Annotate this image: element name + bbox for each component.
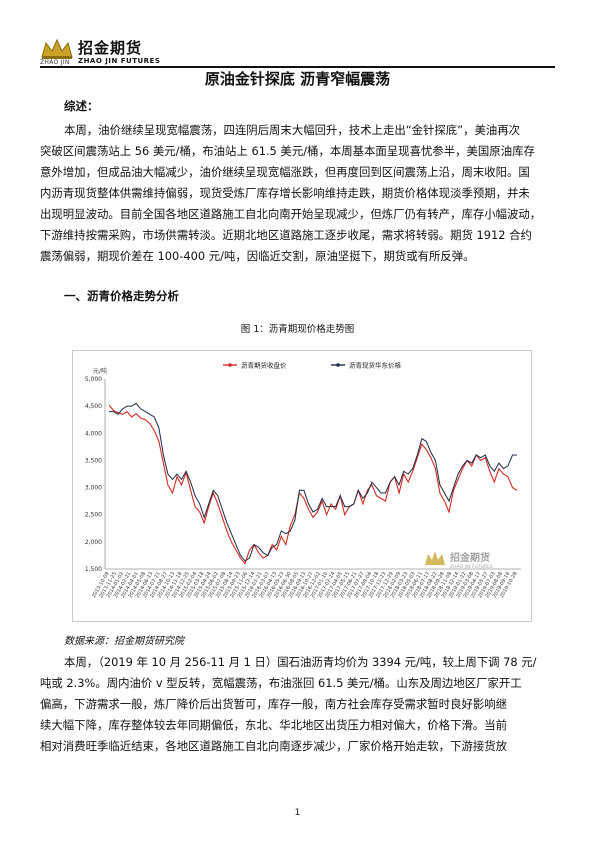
company-name-cn: 招金期货	[78, 39, 143, 57]
price-trend-chart: 元/吨 1,500 2,000 2,500 3,000 3,500 4,000 4,500 5,…	[72, 350, 532, 622]
legend-label: 沥青期货收盘价	[241, 361, 287, 370]
y-tick-label: 5,000	[85, 376, 102, 383]
company-logo: 招金期货 ZHAO JIN ZHAO JIN FUTURES	[40, 35, 190, 69]
y-axis-unit-label: 元/吨	[93, 367, 107, 375]
figure-caption: 图 1：沥青期现价格走势图	[240, 324, 355, 335]
legend-label: 沥青现货华东价格	[349, 361, 402, 370]
summary-line: 震荡偏弱，期现价差在 100-400 元/吨，因临近交割，原油坚挺下，期货或有所…	[40, 249, 475, 263]
legend-marker	[228, 363, 232, 367]
y-tick-label: 2,500	[85, 512, 102, 519]
y-tick-label: 3,500	[85, 457, 102, 464]
summary-line: 突破区间震荡站上 56 美元/桶，布油站上 61.5 美元/桶，本周基本面呈现喜…	[40, 144, 535, 158]
section-heading-price-analysis: 一、沥青价格走势分析	[64, 289, 179, 303]
summary-line: 内沥青现货整体供需维持偏弱，现货受炼厂库存增长影响维持走跌，期货价格体现淡季预期…	[40, 186, 530, 200]
summary-line: 意外增加，但成品油大幅减少，油价继续呈现宽幅涨跌，但再度回到区间震荡上沿，周末收…	[40, 165, 530, 179]
summary-line: 出现明显波动。目前全国各地区道路施工自北向南开始呈现减少，但炼厂仍有转产，库存小…	[40, 207, 542, 221]
price-chart-svg: 元/吨 1,500 2,000 2,500 3,000 3,500 4,000 4,500 5,…	[85, 361, 521, 599]
body-line: 偏高，下游需求一般，炼厂降价后出货暂可，库存一般，南方社会库存受需求暂时良好影响…	[40, 697, 508, 711]
summary-heading: 综述：	[64, 99, 99, 113]
page-number: 1	[294, 808, 301, 818]
y-tick-label: 2,000	[85, 539, 102, 546]
body-line: 本周，（2019 年 10 月 256-11 月 1 日）国石油沥青均价为 33…	[64, 655, 537, 669]
y-tick-label: 4,500	[85, 403, 102, 410]
watermark-text-cn: 招金期货	[450, 551, 490, 564]
futures-price-series-line	[108, 404, 518, 565]
report-title: 原油金针探底 沥青窄幅震荡	[204, 70, 391, 88]
y-tick-label: 1,500	[85, 566, 102, 573]
header-divider	[40, 66, 555, 68]
body-paragraph: 本周，（2019 年 10 月 256-11 月 1 日）国石油沥青均价为 33…	[40, 652, 556, 757]
spot-price-series-line	[109, 402, 517, 562]
watermark-text-en: ZHAO JIN FUTURES	[450, 564, 493, 570]
summary-line: 本周，油价继续呈现宽幅震荡，四连阴后周末大幅回升，技术上走出“金针探底”，美油再…	[64, 123, 521, 137]
company-name-en: ZHAO JIN FUTURES	[78, 57, 161, 65]
crown-logo-icon	[41, 38, 73, 59]
body-line: 吨或 2.3%。周内油价 v 型反转，宽幅震荡，布油涨回 61.5 美元/桶。山…	[40, 676, 522, 690]
body-line: 续大幅下降，库存整体较去年同期偏低，东北、华北地区出货压力相对偏大，价格下滑。当…	[40, 718, 508, 732]
company-name-pinyin: ZHAO JIN	[40, 59, 70, 66]
figure-source: 数据来源：招金期货研究院	[64, 636, 184, 647]
y-tick-label: 3,000	[85, 485, 102, 492]
summary-line: 下游维持按需采购，市场供需转淡。近期北地区道路施工逐步收尾，需求将转弱。期货 1…	[40, 228, 532, 242]
summary-paragraph: 本周，油价继续呈现宽幅震荡，四连阴后周末大幅回升，技术上走出“金针探底”，美油再…	[40, 120, 556, 267]
y-tick-label: 4,000	[85, 430, 102, 437]
watermark-crown-icon	[425, 551, 445, 565]
legend-marker	[336, 363, 340, 367]
body-line: 相对消费旺季临近结束，各地区道路施工自北向南逐步减少，厂家价格开始走软，下游接货…	[40, 739, 508, 753]
